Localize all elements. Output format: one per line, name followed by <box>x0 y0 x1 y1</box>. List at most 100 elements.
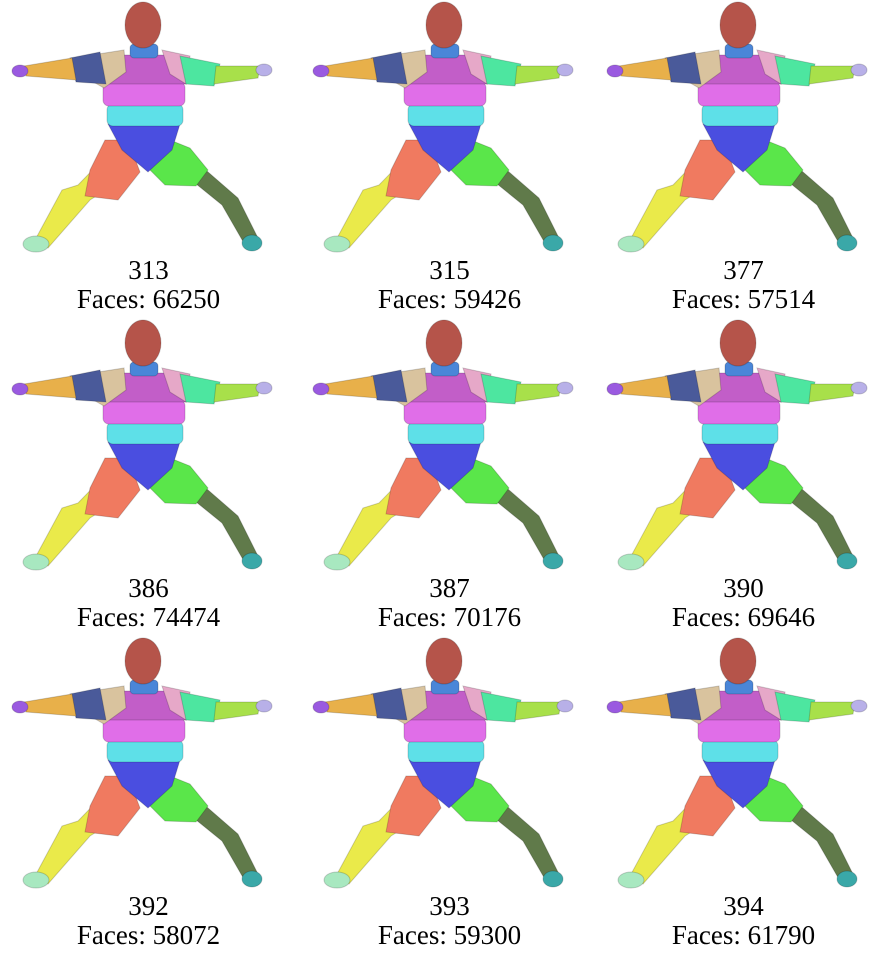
left-hand-segment <box>312 64 330 78</box>
right-foot-segment <box>241 870 263 888</box>
left-hand-segment <box>312 700 330 714</box>
right-hand-segment <box>556 699 574 713</box>
model-id-label: 392 <box>128 891 169 921</box>
model-cell: 387 Faces: 70176 <box>301 318 598 635</box>
head-segment <box>124 637 162 685</box>
chest-band-segment <box>697 81 781 107</box>
waist-band-segment <box>106 421 184 445</box>
right-foot-segment <box>241 552 263 570</box>
left-foot-segment <box>323 871 351 889</box>
face-count-label: Faces: 57514 <box>595 283 892 316</box>
face-count-label: Faces: 61790 <box>595 919 892 952</box>
model-cell: 390 Faces: 69646 <box>595 318 892 635</box>
chest-band-segment <box>697 717 781 743</box>
faces-prefix: Faces: <box>76 920 146 950</box>
face-count-value: 74474 <box>152 602 221 632</box>
left-forearm-segment <box>618 375 672 399</box>
left-forearm-segment <box>324 375 378 399</box>
segmented-body-model <box>312 319 574 571</box>
face-count-value: 70176 <box>453 602 522 632</box>
model-cell: 386 Faces: 74474 <box>0 318 297 635</box>
right-hand-segment <box>255 699 273 713</box>
waist-band-segment <box>407 739 485 763</box>
model-id-label: 394 <box>723 891 764 921</box>
faces-prefix: Faces: <box>377 602 447 632</box>
model-id-label: 377 <box>723 255 764 285</box>
left-foot-segment <box>22 553 50 571</box>
face-count-value: 66250 <box>152 284 221 314</box>
model-id-label: 387 <box>429 573 470 603</box>
faces-prefix: Faces: <box>671 284 741 314</box>
face-count-value: 59300 <box>453 920 522 950</box>
faces-prefix: Faces: <box>76 284 146 314</box>
model-id-label: 390 <box>723 573 764 603</box>
left-forearm-segment <box>324 693 378 717</box>
left-foot-segment <box>323 553 351 571</box>
waist-band-segment <box>407 103 485 127</box>
right-upper-arm-segment <box>774 373 816 405</box>
chest-band-segment <box>102 717 186 743</box>
left-forearm-segment <box>23 57 77 81</box>
right-upper-arm-segment <box>480 373 522 405</box>
chest-band-segment <box>102 81 186 107</box>
faces-prefix: Faces: <box>76 602 146 632</box>
face-count-value: 59426 <box>453 284 522 314</box>
left-hand-segment <box>606 64 624 78</box>
segmented-body-model <box>11 1 273 253</box>
segmented-body-model <box>606 637 868 889</box>
left-forearm-segment <box>618 57 672 81</box>
right-hand-segment <box>255 63 273 77</box>
right-forearm-segment <box>808 65 856 85</box>
segmented-body-model <box>312 1 574 253</box>
face-count-label: Faces: 66250 <box>0 283 297 316</box>
model-id-label: 393 <box>429 891 470 921</box>
face-count-value: 57514 <box>747 284 816 314</box>
right-forearm-segment <box>514 383 562 403</box>
right-upper-arm-segment <box>774 691 816 723</box>
right-upper-arm-segment <box>774 55 816 87</box>
left-hand-segment <box>606 700 624 714</box>
face-count-value: 69646 <box>747 602 816 632</box>
right-foot-segment <box>542 234 564 252</box>
model-id-label: 315 <box>429 255 470 285</box>
left-foot-segment <box>22 871 50 889</box>
face-count-label: Faces: 69646 <box>595 601 892 634</box>
model-id-label: 386 <box>128 573 169 603</box>
right-forearm-segment <box>213 383 261 403</box>
left-foot-segment <box>22 235 50 253</box>
left-hand-segment <box>11 700 29 714</box>
head-segment <box>425 1 463 49</box>
right-hand-segment <box>556 63 574 77</box>
segmented-body-model <box>11 319 273 571</box>
head-segment <box>425 319 463 367</box>
chest-band-segment <box>403 399 487 425</box>
right-foot-segment <box>241 234 263 252</box>
right-forearm-segment <box>213 65 261 85</box>
right-forearm-segment <box>514 65 562 85</box>
face-count-label: Faces: 58072 <box>0 919 297 952</box>
model-cell: 315 Faces: 59426 <box>301 0 598 317</box>
left-foot-segment <box>617 553 645 571</box>
chest-band-segment <box>403 717 487 743</box>
segmented-body-model <box>606 319 868 571</box>
right-hand-segment <box>255 381 273 395</box>
face-count-label: Faces: 74474 <box>0 601 297 634</box>
model-cell: 394 Faces: 61790 <box>595 636 892 953</box>
head-segment <box>124 1 162 49</box>
faces-prefix: Faces: <box>377 920 447 950</box>
model-id-label: 313 <box>128 255 169 285</box>
right-hand-segment <box>556 381 574 395</box>
right-forearm-segment <box>213 701 261 721</box>
left-hand-segment <box>11 382 29 396</box>
right-upper-arm-segment <box>179 373 221 405</box>
left-hand-segment <box>11 64 29 78</box>
waist-band-segment <box>701 739 779 763</box>
chest-band-segment <box>403 81 487 107</box>
waist-band-segment <box>701 421 779 445</box>
head-segment <box>719 319 757 367</box>
left-foot-segment <box>617 871 645 889</box>
left-forearm-segment <box>23 693 77 717</box>
right-upper-arm-segment <box>480 55 522 87</box>
face-count-value: 58072 <box>152 920 221 950</box>
right-hand-segment <box>850 381 868 395</box>
